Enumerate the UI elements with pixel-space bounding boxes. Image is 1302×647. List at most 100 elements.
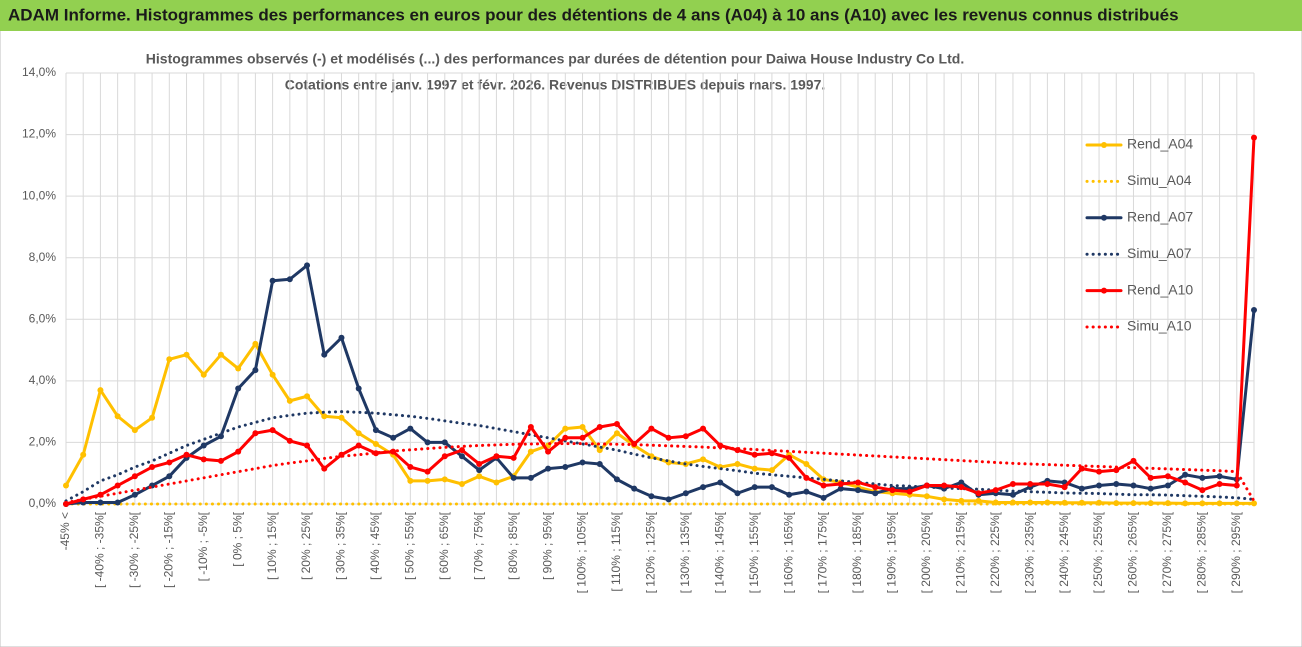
point xyxy=(441,453,448,460)
point xyxy=(1147,485,1154,492)
point xyxy=(200,371,207,378)
header-title: ADAM Informe. Histogrammes des performan… xyxy=(8,5,1179,24)
point xyxy=(958,484,965,491)
point xyxy=(355,442,362,449)
point xyxy=(613,420,620,427)
point xyxy=(217,433,224,440)
point xyxy=(1199,487,1206,494)
point xyxy=(1164,473,1171,480)
chart-title: Histogrammes observés (-) et modélisés (… xyxy=(146,51,964,67)
point xyxy=(372,450,379,457)
point xyxy=(476,473,483,480)
point xyxy=(1251,307,1257,314)
x-tick-label: [ 100% ; 105%[ xyxy=(575,511,589,593)
legend-label: Rend_A10 xyxy=(1127,281,1193,297)
legend-marker xyxy=(1101,142,1107,148)
point xyxy=(803,460,810,467)
point xyxy=(200,442,207,449)
point xyxy=(286,276,293,283)
point xyxy=(751,484,758,491)
point xyxy=(700,425,707,432)
point xyxy=(321,413,328,420)
point xyxy=(820,494,827,501)
x-tick-label: [ 260% ; 265%[ xyxy=(1126,511,1140,593)
point xyxy=(1182,500,1189,507)
point xyxy=(855,487,861,494)
legend-label: Simu_A04 xyxy=(1127,172,1192,188)
point xyxy=(269,371,276,378)
point xyxy=(751,451,758,458)
point xyxy=(1027,480,1034,487)
point xyxy=(338,414,345,421)
x-tick-label: [ 70% ; 75%[ xyxy=(471,511,485,580)
point xyxy=(889,487,896,494)
point xyxy=(304,393,311,400)
point xyxy=(596,460,603,467)
point xyxy=(269,427,276,434)
point xyxy=(579,424,586,431)
y-tick-label: 8,0% xyxy=(29,250,57,264)
point xyxy=(80,451,87,458)
point xyxy=(1130,482,1137,489)
point xyxy=(149,464,156,471)
point xyxy=(545,448,552,455)
point xyxy=(114,499,121,506)
x-tick-label: [ 250% ; 255%[ xyxy=(1091,511,1105,593)
point xyxy=(372,427,379,434)
point xyxy=(992,487,999,494)
chart-subtitle: Cotations entre janv. 1997 et févr. 2026… xyxy=(285,77,826,93)
x-tick-label: [ 40% ; 45%[ xyxy=(368,511,382,580)
point xyxy=(1096,482,1103,489)
point xyxy=(941,482,948,489)
point xyxy=(338,334,345,341)
header-bar xyxy=(0,0,1302,31)
point xyxy=(200,456,207,463)
point xyxy=(768,467,775,474)
point xyxy=(510,474,517,481)
x-tick-label: [ 90% ; 95%[ xyxy=(540,511,554,580)
point xyxy=(217,457,224,464)
x-tick-label: [ 20% ; 25%[ xyxy=(299,511,313,580)
point xyxy=(235,448,242,455)
point xyxy=(579,459,586,466)
point xyxy=(1182,479,1189,486)
point xyxy=(252,430,259,437)
point xyxy=(700,484,707,491)
x-tick-label: [ 200% ; 205%[ xyxy=(919,511,933,593)
x-tick-label: [ 210% ; 215%[ xyxy=(953,511,967,593)
x-tick-label: [ 80% ; 85%[ xyxy=(506,511,520,580)
point xyxy=(441,476,448,483)
point xyxy=(768,450,775,457)
x-tick-label: [ 170% ; 175%[ xyxy=(816,511,830,593)
point xyxy=(665,496,672,503)
point xyxy=(286,437,293,444)
point xyxy=(682,490,689,497)
x-tick-label: [ -10% ; -5%[ xyxy=(196,511,210,581)
point xyxy=(252,340,259,347)
point xyxy=(424,477,431,484)
point xyxy=(751,465,758,472)
point xyxy=(114,413,121,420)
point xyxy=(97,387,104,394)
point xyxy=(476,467,483,474)
point xyxy=(786,454,793,461)
point xyxy=(665,434,672,441)
point xyxy=(304,442,311,449)
y-tick-label: 12,0% xyxy=(22,127,56,141)
point xyxy=(786,491,793,498)
point xyxy=(1182,471,1189,478)
point xyxy=(97,499,104,506)
point xyxy=(579,434,586,441)
point xyxy=(1216,480,1223,487)
x-tick-label: [ 10% ; 15%[ xyxy=(265,511,279,580)
legend-label: Simu_A10 xyxy=(1127,318,1192,334)
point xyxy=(407,464,414,471)
point xyxy=(1199,474,1206,481)
legend-marker xyxy=(1101,214,1107,221)
point xyxy=(613,476,620,483)
point xyxy=(562,434,569,441)
point xyxy=(1251,500,1257,507)
x-tick-label: [ 230% ; 235%[ xyxy=(1022,511,1036,593)
point xyxy=(235,385,242,392)
model-line xyxy=(64,410,1256,503)
